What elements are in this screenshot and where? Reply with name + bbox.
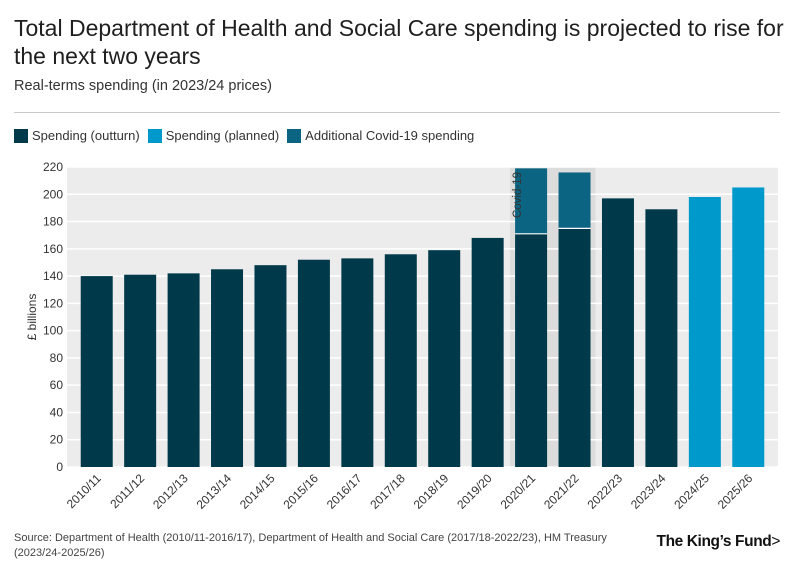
x-tick-label: 2024/25 (671, 471, 712, 512)
y-tick-label: 120 (43, 296, 63, 310)
legend-label-covid: Additional Covid-19 spending (305, 128, 475, 143)
x-tick-label: 2025/26 (715, 471, 756, 512)
x-tick-label: 2016/17 (324, 471, 365, 512)
y-tick-label: 220 (43, 160, 63, 174)
covid-annotation: Covid-19 (512, 172, 524, 218)
x-tick-label: 2011/12 (107, 471, 147, 511)
bar-spending-outturn-2011-12 (124, 274, 157, 467)
legend-label-outturn: Spending (outturn) (32, 128, 140, 143)
kings-fund-logo: The King’s Fund> (657, 533, 781, 551)
bar-spending-outturn-2014-15 (254, 265, 287, 467)
legend-item-planned: Spending (planned) (147, 128, 280, 143)
y-tick-label: 100 (43, 324, 63, 338)
y-tick-label: 160 (43, 242, 63, 256)
x-tick-label: 2023/24 (628, 471, 669, 512)
legend-label-planned: Spending (planned) (165, 128, 280, 143)
logo-text: The King’s Fund (656, 533, 772, 550)
x-tick-label: 2012/13 (150, 471, 191, 512)
y-tick-label: 0 (56, 460, 63, 474)
legend: Spending (outturn) Spending (planned) Ad… (14, 128, 476, 143)
source-note: Source: Department of Health (2010/11-20… (14, 532, 607, 559)
x-tick-label: 2020/21 (498, 471, 539, 512)
bar-spending-outturn-2012-13 (167, 273, 200, 467)
x-tick-label: 2018/19 (411, 471, 452, 512)
bar-spending-outturn-2021-22 (558, 228, 591, 467)
x-tick-label: 2019/20 (454, 471, 495, 512)
x-tick-label: 2010/11 (64, 471, 104, 511)
bar-spending-planned-2024-25 (688, 197, 721, 467)
bar-spending-outturn-2020-21 (515, 233, 548, 467)
bar-additional-covid-19-spending-2021-22 (558, 172, 591, 229)
x-tick-label: 2017/18 (367, 471, 408, 512)
y-tick-label: 60 (50, 378, 64, 392)
legend-item-outturn: Spending (outturn) (14, 128, 140, 143)
title-divider (14, 112, 780, 113)
logo-arrow-icon: > (771, 533, 780, 550)
bar-chart: 0 20 40 60 80 100 120 140 160 180 200 220 £ billions… (25, 160, 778, 512)
bar-spending-outturn-2013-14 (211, 269, 244, 467)
bar-additional-covid-19-spending-2020-21 (515, 168, 548, 234)
y-tick-label: 140 (43, 269, 63, 283)
bar-spending-outturn-2018-19 (428, 250, 461, 467)
y-axis-label: £ billions (25, 294, 39, 341)
y-tick-label: 80 (50, 351, 64, 365)
y-tick-label: 200 (43, 187, 63, 201)
chart-subtitle: Real-terms spending (in 2023/24 prices) (14, 78, 272, 94)
bar-spending-outturn-2017-18 (384, 254, 417, 467)
x-tick-label: 2015/16 (280, 471, 321, 512)
legend-swatch-outturn (14, 128, 28, 143)
bar-spending-outturn-2022-23 (601, 198, 634, 467)
bar-spending-outturn-2019-20 (471, 237, 504, 467)
y-tick-label: 20 (50, 433, 64, 447)
bar-spending-outturn-2016-17 (341, 258, 374, 467)
bar-spending-outturn-2010-11 (80, 276, 113, 467)
bar-spending-outturn-2015-16 (297, 259, 330, 467)
y-tick-label: 40 (50, 405, 64, 419)
bar-spending-planned-2025-26 (732, 187, 765, 468)
legend-swatch-planned (147, 128, 162, 143)
legend-item-covid: Additional Covid-19 spending (287, 128, 474, 143)
chart-title: Total Department of Health and Social Ca… (14, 15, 784, 69)
x-tick-label: 2021/22 (541, 471, 582, 512)
x-tick-label: 2014/15 (237, 471, 278, 512)
bar-spending-outturn-2023-24 (645, 209, 678, 467)
y-tick-label: 180 (43, 215, 63, 229)
legend-swatch-covid (287, 128, 302, 143)
x-tick-label: 2013/14 (194, 471, 235, 512)
x-tick-label: 2022/23 (585, 471, 626, 512)
